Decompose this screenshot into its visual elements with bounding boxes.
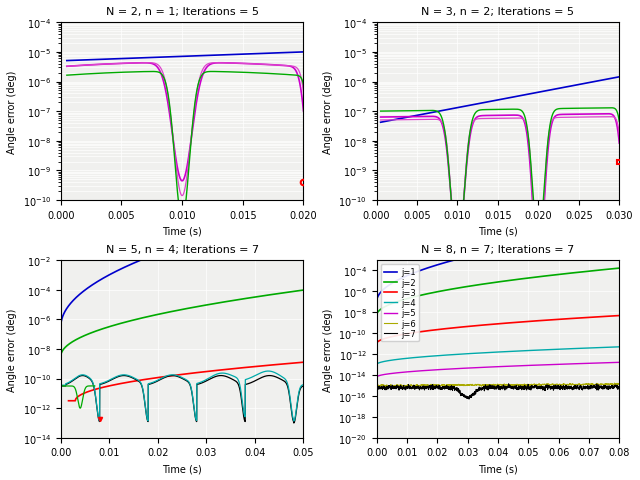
Y-axis label: Angle error (deg): Angle error (deg) (7, 71, 17, 154)
Title: N = 3, n = 2; Iterations = 5: N = 3, n = 2; Iterations = 5 (422, 7, 575, 17)
j=7 (466, 395, 474, 400)
j=6 (373, 382, 381, 388)
j=4 (616, 344, 623, 350)
j=7 (505, 382, 513, 387)
j=2 (554, 272, 562, 278)
j=6 (531, 382, 538, 387)
Title: N = 8, n = 7; Iterations = 7: N = 8, n = 7; Iterations = 7 (421, 244, 575, 254)
j=7 (616, 384, 623, 390)
j=4 (417, 354, 425, 360)
j=4 (373, 361, 381, 367)
j=2 (373, 311, 381, 317)
j=3 (572, 316, 580, 322)
Title: N = 5, n = 4; Iterations = 7: N = 5, n = 4; Iterations = 7 (106, 244, 259, 254)
j=6 (518, 382, 526, 388)
j=2 (417, 293, 425, 299)
Line: j=5: j=5 (377, 362, 620, 377)
j=4 (518, 348, 526, 354)
j=3 (417, 329, 425, 335)
j=5 (518, 363, 526, 369)
j=6 (417, 383, 425, 389)
j=7 (417, 385, 425, 391)
X-axis label: Time (s): Time (s) (478, 226, 518, 236)
j=1 (373, 297, 381, 302)
j=2 (572, 270, 580, 276)
Line: j=2: j=2 (377, 268, 620, 314)
Line: j=3: j=3 (377, 316, 620, 343)
Line: j=6: j=6 (377, 384, 620, 386)
j=5 (466, 365, 474, 371)
j=7 (531, 384, 538, 390)
Line: j=1: j=1 (377, 228, 620, 300)
j=7 (518, 384, 526, 390)
X-axis label: Time (s): Time (s) (163, 226, 202, 236)
Y-axis label: Angle error (deg): Angle error (deg) (7, 308, 17, 391)
j=3 (466, 324, 474, 329)
j=1 (518, 242, 526, 248)
j=5 (616, 360, 623, 365)
X-axis label: Time (s): Time (s) (478, 463, 518, 473)
j=4 (572, 346, 580, 352)
Line: j=7: j=7 (377, 384, 620, 399)
j=1 (417, 268, 425, 274)
j=3 (531, 318, 538, 324)
j=6 (466, 383, 474, 388)
j=4 (531, 348, 538, 353)
j=1 (554, 236, 562, 241)
Y-axis label: Angle error (deg): Angle error (deg) (323, 308, 333, 391)
j=1 (466, 253, 474, 259)
j=6 (616, 382, 623, 387)
j=4 (554, 347, 562, 352)
j=7 (373, 386, 381, 392)
j=5 (373, 374, 381, 380)
j=6 (382, 384, 390, 389)
j=3 (373, 340, 381, 346)
Line: j=4: j=4 (377, 347, 620, 364)
j=2 (616, 265, 623, 271)
j=7 (572, 386, 580, 392)
j=7 (554, 383, 562, 389)
Y-axis label: Angle error (deg): Angle error (deg) (323, 71, 333, 154)
j=7 (465, 396, 473, 402)
j=6 (554, 382, 562, 388)
j=2 (531, 275, 538, 280)
j=6 (572, 382, 580, 388)
X-axis label: Time (s): Time (s) (163, 463, 202, 473)
Legend: j=1, j=2, j=3, j=4, j=5, j=6, j=7: j=1, j=2, j=3, j=4, j=5, j=6, j=7 (381, 264, 419, 342)
j=4 (466, 351, 474, 357)
j=1 (572, 232, 580, 238)
j=5 (417, 368, 425, 374)
j=5 (531, 362, 538, 368)
j=3 (616, 313, 623, 319)
j=3 (554, 317, 562, 323)
j=3 (518, 319, 526, 325)
j=2 (518, 276, 526, 282)
Title: N = 2, n = 1; Iterations = 5: N = 2, n = 1; Iterations = 5 (106, 7, 259, 17)
j=5 (554, 362, 562, 368)
j=1 (616, 226, 623, 231)
j=2 (466, 284, 474, 289)
j=5 (572, 361, 580, 367)
j=6 (611, 381, 618, 386)
j=1 (531, 240, 538, 246)
